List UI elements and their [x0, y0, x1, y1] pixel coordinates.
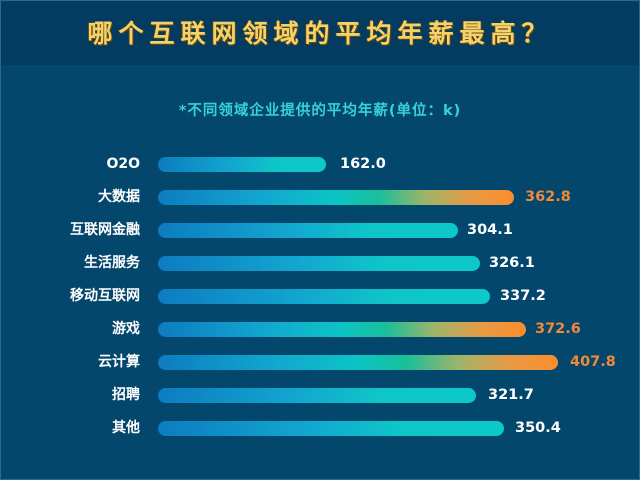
- bar-highlighted: [158, 355, 558, 370]
- bar: [158, 223, 458, 238]
- title-banner: [1, 1, 639, 65]
- bar-row: 云计算 407.8: [0, 352, 640, 372]
- bar-row: 大数据 362.8: [0, 187, 640, 207]
- chart-title: 哪个互联网领域的平均年薪最高？: [87, 19, 553, 48]
- category-label: 游戏: [112, 321, 140, 337]
- bar-row: 招聘 321.7: [0, 385, 640, 405]
- bar-row: 游戏 372.6: [0, 319, 640, 339]
- category-label: 移动互联网: [70, 288, 140, 304]
- value-label: 372.6: [535, 321, 581, 337]
- value-label: 350.4: [515, 420, 561, 436]
- bar-row: 移动互联网 337.2: [0, 286, 640, 306]
- value-label: 362.8: [525, 189, 571, 205]
- bar-highlighted: [158, 190, 514, 205]
- category-label: 生活服务: [84, 255, 140, 271]
- bar: [158, 157, 326, 172]
- value-label: 337.2: [500, 288, 546, 304]
- bar: [158, 421, 504, 436]
- category-label: 招聘: [112, 387, 140, 403]
- bar: [158, 388, 476, 403]
- chart-subtitle: *不同领域企业提供的平均年薪(单位：k): [178, 103, 462, 119]
- category-label: O2O: [106, 156, 140, 172]
- value-label: 304.1: [467, 222, 513, 238]
- category-label: 其他: [112, 420, 140, 436]
- bar: [158, 289, 490, 304]
- value-label: 407.8: [570, 354, 616, 370]
- value-label: 162.0: [340, 156, 386, 172]
- value-label: 321.7: [488, 387, 534, 403]
- category-label: 云计算: [98, 354, 140, 370]
- bar-row: 互联网金融 304.1: [0, 220, 640, 240]
- bar-row: 生活服务 326.1: [0, 253, 640, 273]
- bar-highlighted: [158, 322, 526, 337]
- category-label: 大数据: [98, 189, 140, 205]
- bar: [158, 256, 480, 271]
- category-label: 互联网金融: [70, 222, 140, 238]
- bar-row: 其他 350.4: [0, 418, 640, 438]
- bar-row: O2O 162.0: [0, 154, 640, 174]
- value-label: 326.1: [489, 255, 535, 271]
